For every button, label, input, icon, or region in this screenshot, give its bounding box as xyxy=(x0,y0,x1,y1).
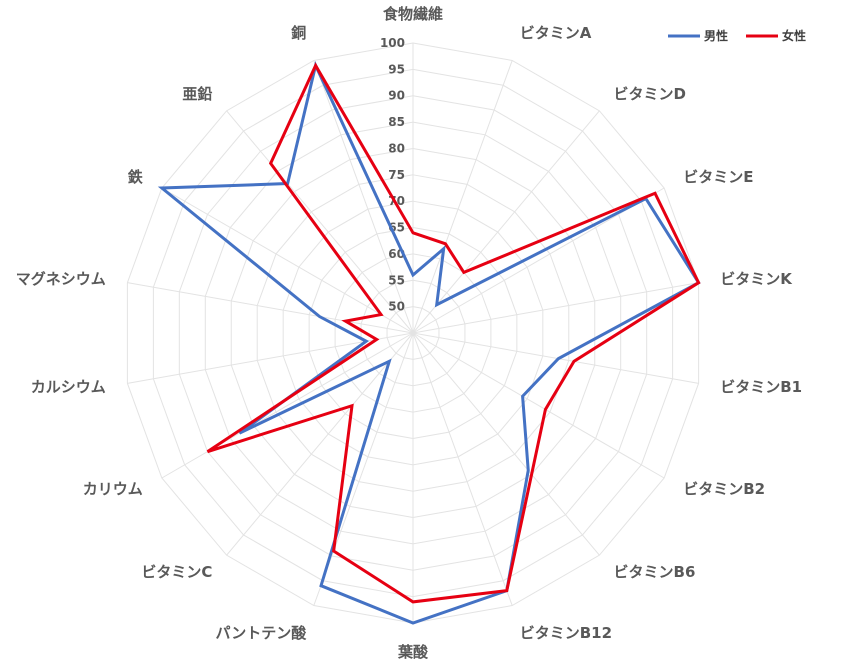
category-label: マグネシウム xyxy=(16,270,106,288)
category-label: ビタミンC xyxy=(141,563,212,581)
category-label: 食物繊維 xyxy=(383,5,443,23)
series-line-male xyxy=(157,60,701,625)
spoke-line xyxy=(161,187,414,334)
tick-label: 80 xyxy=(388,141,405,155)
legend: 男性 女性 xyxy=(668,28,806,43)
category-label: 亜鉛 xyxy=(182,85,212,103)
spoke-line xyxy=(412,332,600,556)
spoke-line xyxy=(161,332,414,479)
spoke-line xyxy=(412,332,513,606)
category-label: 葉酸 xyxy=(397,643,429,661)
tick-label: 75 xyxy=(388,168,405,182)
category-label: ビタミンE xyxy=(683,168,753,186)
spoke-line xyxy=(412,282,699,334)
legend-label-female: 女性 xyxy=(782,28,806,43)
category-label: ビタミンB2 xyxy=(683,480,765,498)
data-series xyxy=(157,60,701,625)
spoke-line xyxy=(412,332,699,384)
spoke-line xyxy=(127,282,414,334)
category-label: ビタミンB6 xyxy=(614,563,696,581)
tick-label: 55 xyxy=(388,273,405,287)
spoke-line xyxy=(226,110,414,334)
spoke-line xyxy=(313,60,414,334)
category-label: ビタミンA xyxy=(520,24,592,42)
category-label: 鉄 xyxy=(128,168,143,186)
category-label: カルシウム xyxy=(31,378,106,396)
spoke-line xyxy=(412,110,600,334)
radar-spokes xyxy=(127,43,699,623)
legend-label-male: 男性 xyxy=(704,28,728,43)
tick-label: 90 xyxy=(388,89,405,103)
category-label: ビタミンB1 xyxy=(720,378,802,396)
category-label: ビタミンD xyxy=(614,85,686,103)
category-label: 銅 xyxy=(291,24,306,42)
category-label: パントテン酸 xyxy=(216,624,308,642)
category-label: カリウム xyxy=(83,480,143,498)
spoke-line xyxy=(226,332,414,556)
spoke-line xyxy=(412,60,513,334)
spoke-line xyxy=(412,332,665,479)
category-label: ビタミンB12 xyxy=(520,624,612,642)
category-label: ビタミンK xyxy=(720,270,793,288)
tick-label: 100 xyxy=(380,36,405,50)
tick-label: 50 xyxy=(388,300,405,314)
tick-label: 85 xyxy=(388,115,405,129)
tick-label: 95 xyxy=(388,62,405,76)
series-line-female xyxy=(206,62,701,604)
